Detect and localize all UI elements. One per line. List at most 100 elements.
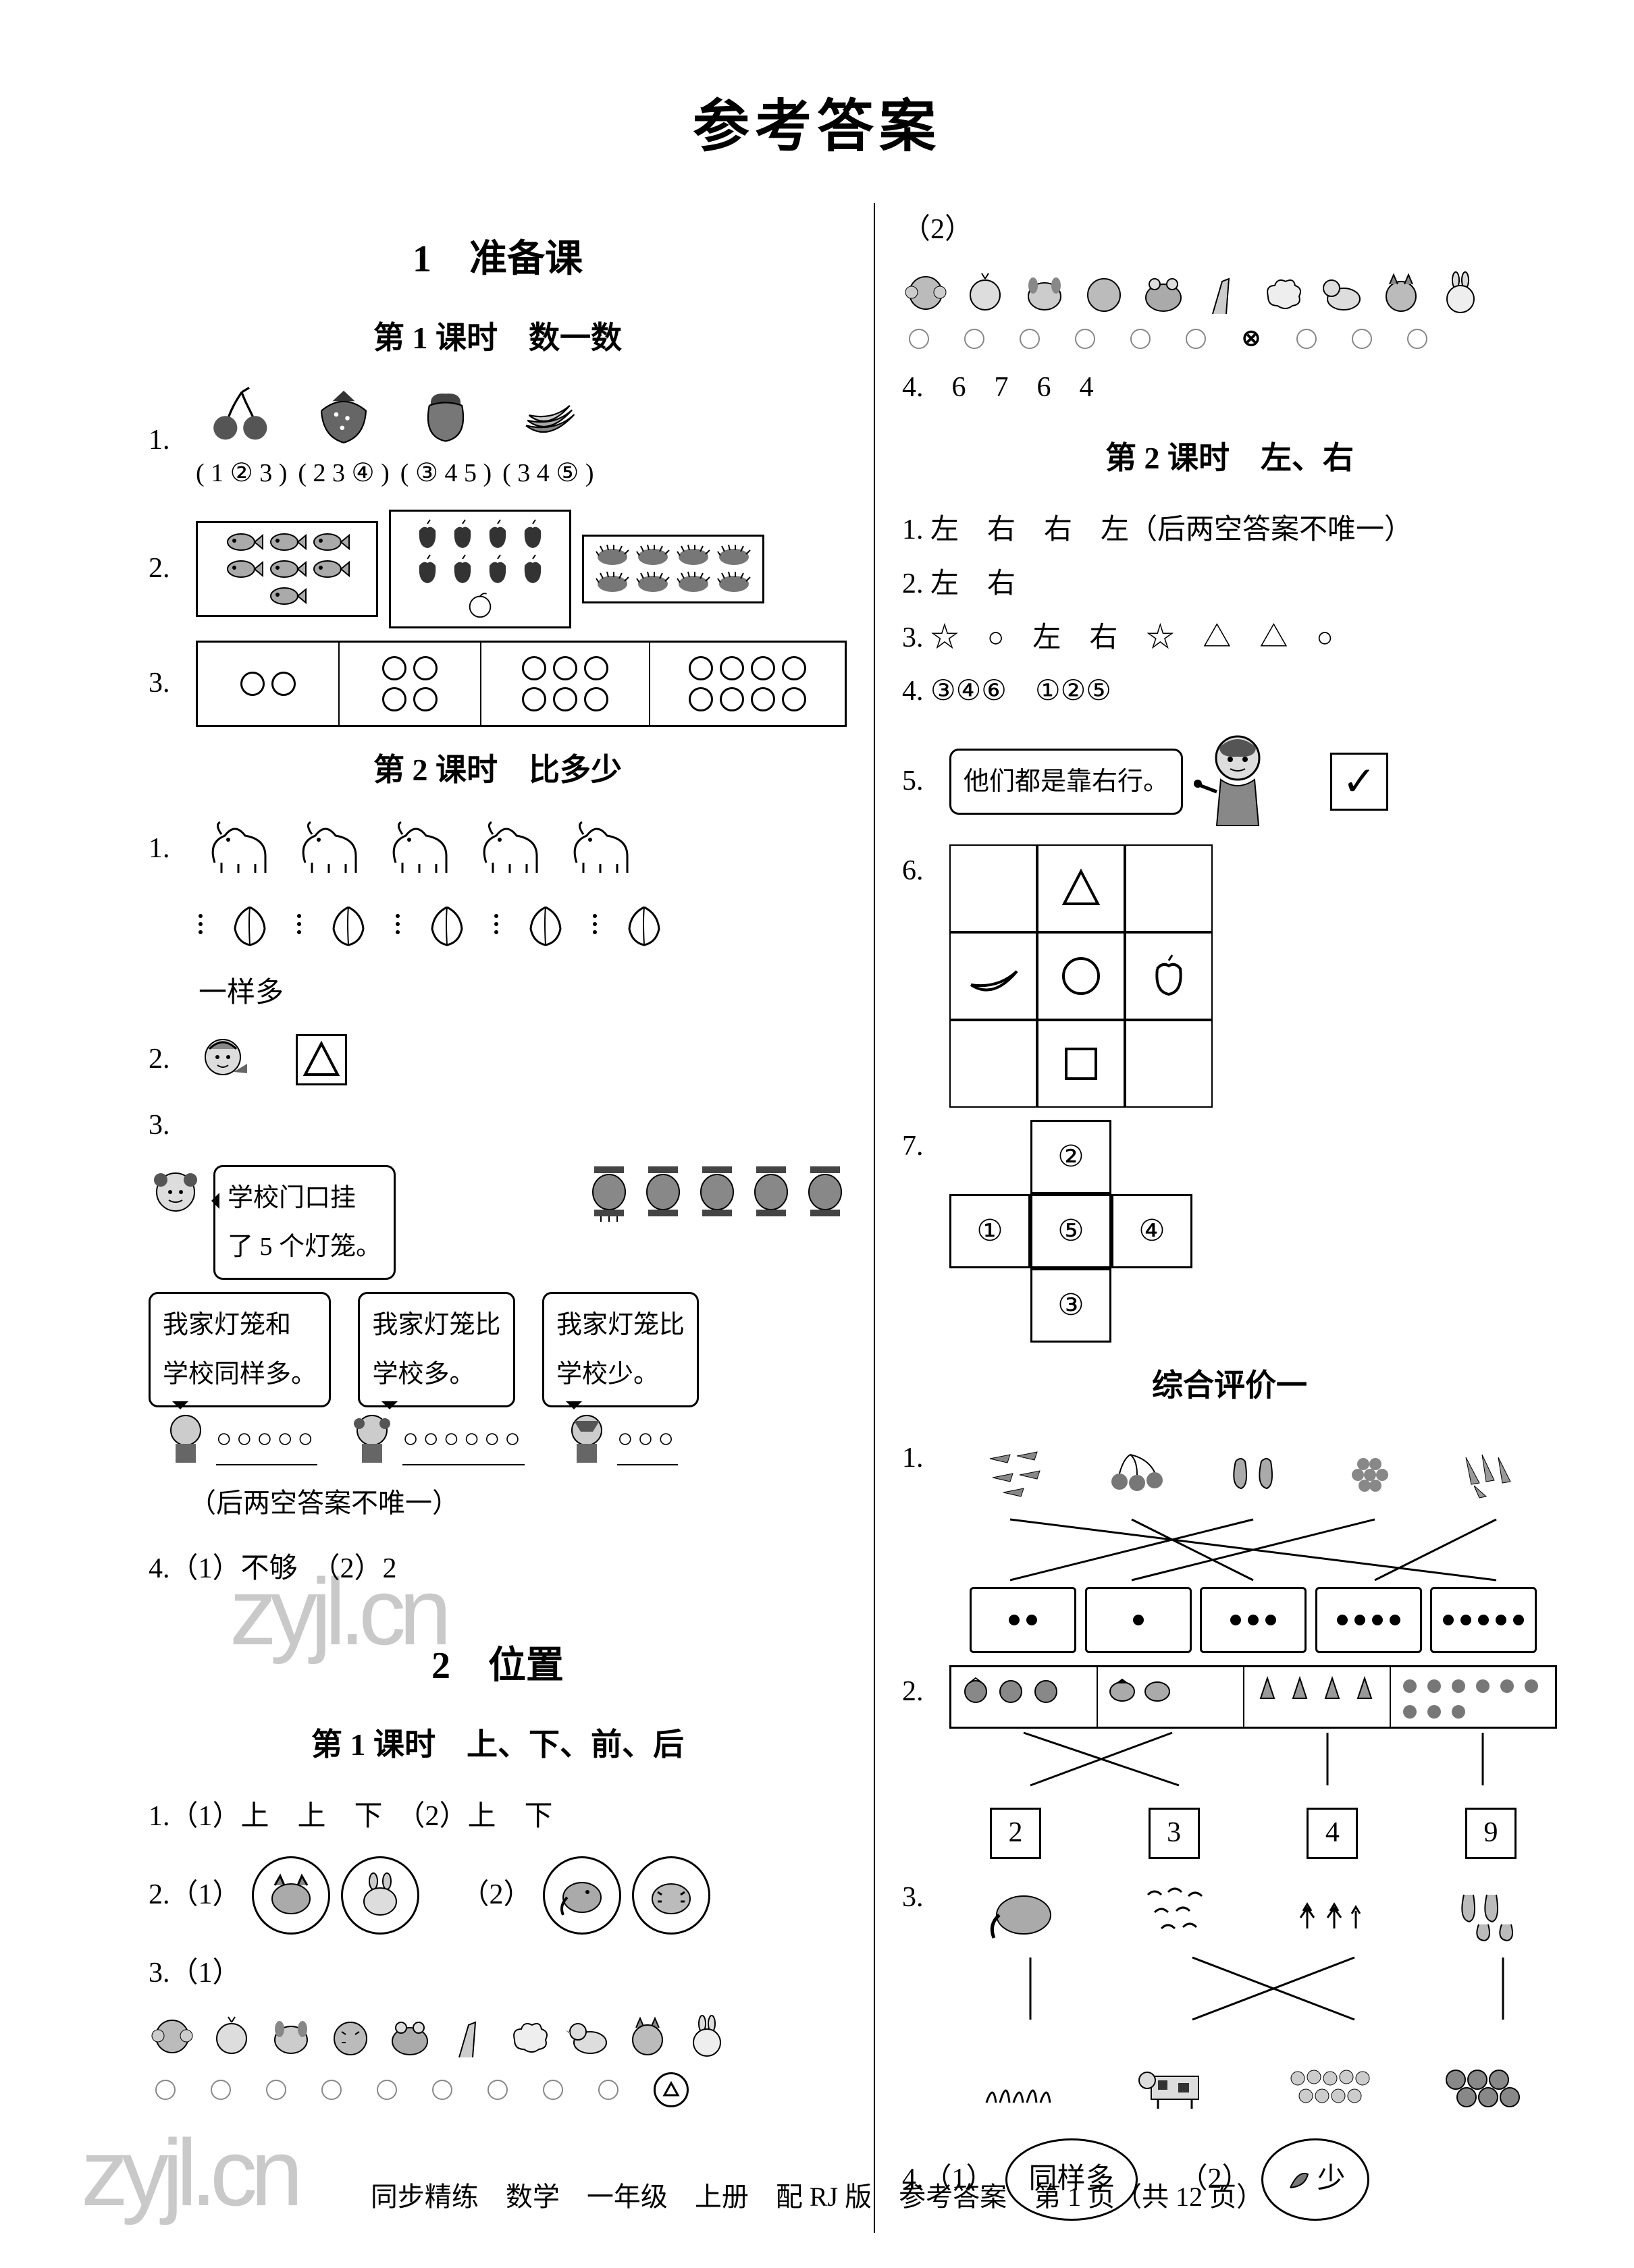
- triangle-shape: [1057, 865, 1105, 912]
- monkey-icon: [149, 2013, 196, 2060]
- c1l2-q4: 4.（1）不够 （2）2: [149, 1542, 847, 1596]
- radish-icon: [1400, 1674, 1419, 1694]
- chicks-icon: [1280, 2045, 1381, 2126]
- kid-a-icon: [162, 1411, 209, 1465]
- die-4: [1315, 1587, 1422, 1653]
- cherry-icon: [205, 384, 279, 445]
- c1l2-q3: 3. 学校门口挂 了 5 个灯笼。 我家灯笼和 学校同样多。: [149, 1099, 847, 1529]
- girl-icon: [196, 1033, 250, 1087]
- triangle-box: [296, 1034, 347, 1085]
- chapter-2-lesson-1: 第 1 课时 上、下、前、后: [149, 1715, 847, 1774]
- giraffe-icon: [446, 2013, 493, 2060]
- cat-circle: [252, 1856, 330, 1935]
- kid-c-icon: [563, 1411, 610, 1465]
- c1l1-q2: 2.: [149, 510, 847, 628]
- strawberry-icon: [307, 384, 381, 445]
- page: 参考答案 1 准备课 第 1 课时 数一数 1. ( 1 ② 3 ) ( 2 3…: [0, 0, 1634, 2268]
- birds-icon: [1125, 1871, 1226, 1952]
- r-q4: 4. ③④⑥ ①②⑤: [902, 665, 1557, 719]
- apple-shape: [1145, 952, 1192, 1000]
- x-mark: ⊗: [1241, 329, 1261, 349]
- die-5: [1430, 1587, 1537, 1653]
- oo-a: ○○○○○: [216, 1413, 318, 1465]
- c2l1-q3: 3.（1）: [149, 1947, 847, 2001]
- opt-c: ( ③ 4 5 ): [400, 449, 492, 497]
- q3-label: 3.（1）: [149, 1947, 241, 2001]
- girl2-icon: [149, 1165, 203, 1219]
- c2l1-q1: 1.（1）上 上 下 （2）上 下: [149, 1790, 847, 1844]
- fish-icon: [223, 530, 264, 554]
- right-column: （2） ⊗ 4. 6 7 6 4 第 2 课时 左、右 1. 左 右 右: [875, 203, 1584, 2233]
- q-number: 3.: [149, 1099, 185, 1153]
- hedgehog-icon: [594, 543, 631, 568]
- tomatoes-icon: [1435, 2045, 1537, 2126]
- kid-b-icon: [348, 1411, 396, 1465]
- pears2-icon: [1435, 1871, 1537, 1952]
- chapter-1-title: 1 准备课: [149, 223, 847, 295]
- apple-icon: [411, 518, 444, 551]
- monkey-icon: [902, 269, 949, 317]
- die-2: [970, 1587, 1076, 1653]
- z-q1: 1.: [902, 1432, 1557, 1653]
- c1l2-q2: 2.: [149, 1033, 847, 1087]
- circle-row-1: [155, 2072, 847, 2107]
- goat-icon: [201, 815, 275, 883]
- elephant-circle: [543, 1856, 621, 1935]
- left-column: 1 准备课 第 1 课时 数一数 1. ( 1 ② 3 ) ( 2 3 ④ ) …: [122, 203, 875, 2233]
- c2l1-q2: 2.（1） （2）: [149, 1856, 847, 1935]
- frog-icon: [386, 2013, 433, 2060]
- c2l1-q4: 4. 6 7 6 4: [902, 361, 1557, 415]
- q-number: 1.: [149, 414, 185, 468]
- chapter-1-lesson-2: 第 2 课时 比多少: [149, 740, 847, 799]
- animal-row-1: [149, 2013, 847, 2060]
- r-q3: 3. ☆ ○ 左 右 ☆ △ △ ○: [902, 612, 1557, 666]
- carrots-icon: [1435, 1432, 1537, 1513]
- lantern-icon: [587, 1165, 631, 1222]
- oo-b: ○○○○○○: [402, 1413, 525, 1465]
- pears-icon: [1203, 1432, 1304, 1513]
- q-number: 3.: [149, 657, 185, 711]
- teacher-icon: [1194, 731, 1282, 832]
- square-shape: [1061, 1044, 1101, 1084]
- r-q5: 5. 他们都是靠右行。 ✓: [902, 731, 1557, 832]
- planes-icon: [970, 1432, 1071, 1513]
- duck-icon: [564, 2013, 612, 2060]
- cat-icon: [624, 2013, 671, 2060]
- tiger2-icon: [327, 2013, 374, 2060]
- speech-c: 我家灯笼比 学校少。: [542, 1292, 699, 1407]
- frame-apple: [389, 510, 571, 628]
- q-number: 2.: [149, 1033, 185, 1087]
- oo-c: ○○○: [617, 1413, 678, 1465]
- chapter-2-lesson-2: 第 2 课时 左、右: [902, 429, 1557, 487]
- rabbit2-icon: [683, 2013, 731, 2060]
- circled-triangle: [654, 2072, 689, 2107]
- rabbit-circle: [341, 1856, 419, 1935]
- fruit-strawberry: ( 2 3 ④ ): [298, 384, 389, 497]
- cow-icon: [1125, 2045, 1226, 2126]
- frame-corn: [582, 535, 764, 603]
- q-number: 2.: [149, 542, 185, 596]
- count-boxes: [949, 1665, 1557, 1729]
- check-box: ✓: [1330, 753, 1388, 811]
- opt-a: ( 1 ② 3 ): [196, 449, 287, 497]
- r-q1: 1. 左 右 右 左（后两空答案不唯一）: [902, 504, 1557, 558]
- opt-b: ( 2 3 ④ ): [298, 449, 389, 497]
- tomato-icon: [961, 1674, 991, 1704]
- fruit-banana: ( 3 4 ⑤ ): [502, 384, 594, 497]
- circle-row-2: ⊗: [909, 329, 1557, 349]
- chick-icon: [208, 2013, 255, 2060]
- animal-row-2: [902, 269, 1557, 317]
- vegetable-pepper: ( ③ 4 5 ): [400, 384, 492, 497]
- die-1: [1085, 1587, 1192, 1653]
- r-q7: 7. ② ①⑤④ ③: [902, 1120, 1557, 1343]
- frame-fish: [196, 521, 378, 617]
- z-q3: 3.: [902, 1871, 1557, 2126]
- grass-icon: [970, 2045, 1071, 2126]
- c1l1-q1: 1. ( 1 ② 3 ) ( 2 3 ④ ) ( ③ 4 5 ) ( 3 4 ⑤…: [149, 384, 847, 497]
- trees-icon: [1280, 1871, 1381, 1952]
- page-footer: 同步精练 数学 一年级 上册 配 RJ 版 参考答案 第 1 页（共 12 页）: [0, 2175, 1634, 2214]
- fruit-cherry: ( 1 ② 3 ): [196, 384, 287, 497]
- cherries-icon: [1086, 1432, 1188, 1513]
- pumpkin-icon: [1107, 1674, 1137, 1704]
- sheep-icon: [505, 2013, 552, 2060]
